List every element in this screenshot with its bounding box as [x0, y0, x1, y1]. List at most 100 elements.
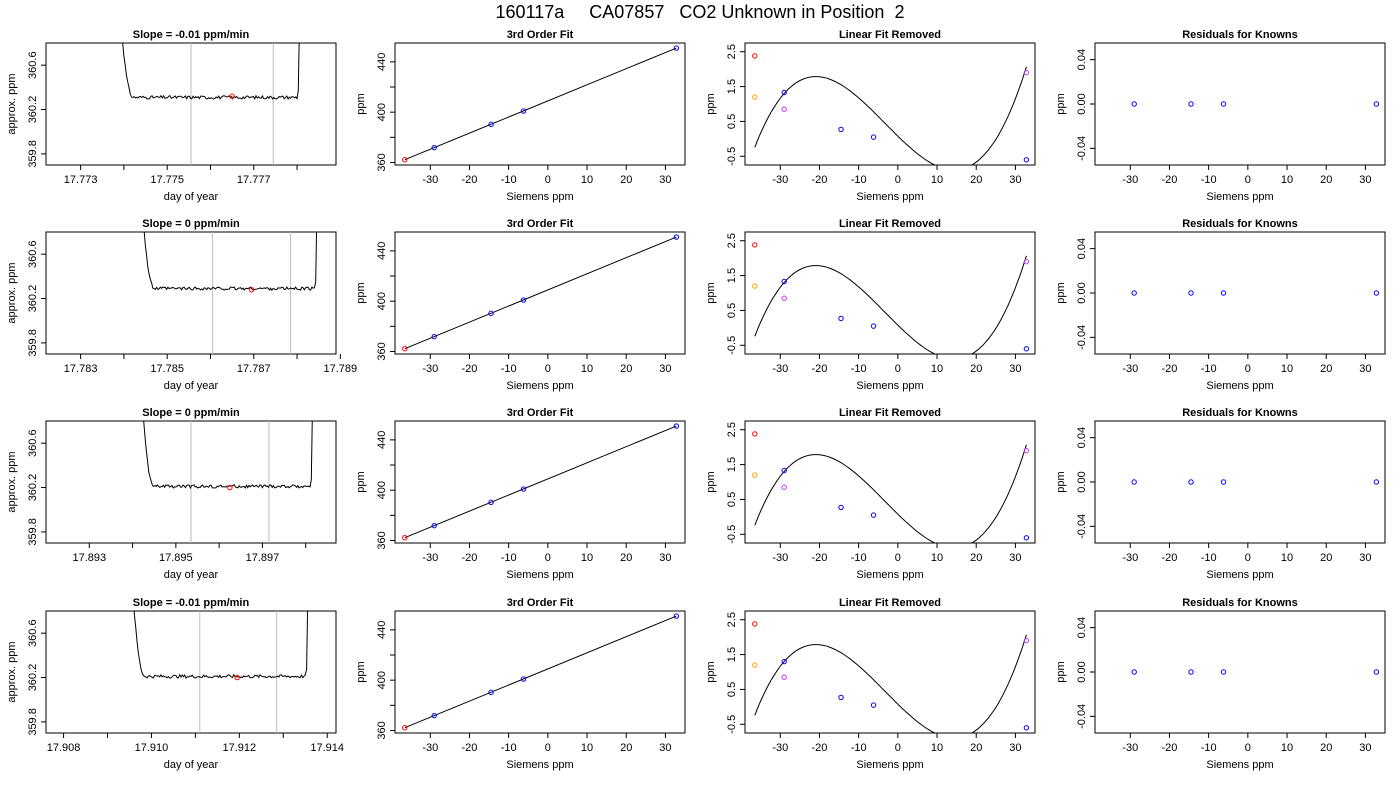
plot-frame	[744, 420, 1036, 544]
data-point	[488, 310, 494, 317]
x-tick-label: -30	[1122, 174, 1138, 186]
x-axis-label: Siemens ppm	[506, 380, 573, 392]
panel-r2-c4: Residuals for Knowns Siemens ppm ppm -30 -20…	[1055, 218, 1386, 392]
panel-title: 3rd Order Fit	[507, 407, 574, 419]
data-point	[1188, 290, 1194, 296]
x-tick-label: -20	[1162, 552, 1178, 564]
y-tick-label: 1.5	[726, 79, 738, 94]
fit-curve	[754, 66, 1027, 165]
y-tick-label: 0.04	[1076, 49, 1088, 70]
x-axis-label: Siemens ppm	[856, 191, 923, 203]
x-tick-label: -20	[462, 363, 478, 375]
x-tick-label: -30	[422, 363, 438, 375]
fit-curve	[754, 255, 1027, 354]
analyzer-trace	[143, 421, 313, 490]
x-tick-label: 0	[895, 552, 901, 564]
panel-title: Slope = -0.01 ppm/min	[133, 29, 250, 41]
y-axis-label: ppm	[355, 471, 367, 492]
y-axis-label: approx. ppm	[6, 641, 18, 702]
data-region	[1131, 101, 1380, 107]
x-tick-label: -10	[851, 174, 867, 186]
x-axis-label: Siemens ppm	[506, 569, 573, 581]
x-tick-label: 10	[581, 174, 593, 186]
x-tick-label: -20	[1162, 174, 1178, 186]
y-tick-label: 0.5	[726, 492, 738, 507]
data-point	[673, 423, 680, 429]
x-axis-label: Siemens ppm	[856, 380, 923, 392]
data-point	[1188, 669, 1194, 675]
y-axis-label: ppm	[705, 471, 717, 492]
x-tick-label: 0	[1245, 174, 1251, 186]
data-region	[402, 423, 680, 541]
y-axis-label: ppm	[355, 282, 367, 303]
data-region	[752, 431, 1030, 543]
y-axis-label: ppm	[1055, 661, 1067, 682]
data-point	[870, 323, 877, 329]
x-axis-label: day of year	[164, 759, 219, 771]
plot-frame	[1094, 231, 1386, 355]
data-point	[1220, 290, 1227, 296]
x-tick-label: 20	[970, 363, 982, 375]
x-tick-label: -30	[772, 174, 788, 186]
x-tick-label: -20	[1162, 742, 1178, 754]
y-tick-label: 360.6	[27, 240, 39, 268]
data-region	[402, 613, 680, 731]
y-tick-label: 2.5	[726, 422, 738, 437]
panel-r4-c1: Slope = -0.01 ppm/min day of year approx. …	[6, 597, 344, 771]
data-point	[1131, 290, 1137, 296]
data-point	[1220, 669, 1227, 675]
y-tick-label: -0.5	[726, 336, 738, 355]
x-axis-label: day of year	[164, 380, 219, 392]
panel-r2-c2: 3rd Order Fit Siemens ppm ppm -30 -20 -10 0 10 2…	[355, 218, 686, 392]
x-axis-label: Siemens ppm	[856, 569, 923, 581]
x-tick-label: 17.783	[64, 363, 98, 375]
x-tick-label: 17.910	[135, 742, 169, 754]
x-tick-label: -30	[772, 363, 788, 375]
x-tick-label: 30	[1009, 742, 1021, 754]
y-tick-label: 359.8	[27, 708, 39, 736]
y-tick-label: 440	[376, 431, 388, 449]
data-point	[781, 295, 787, 301]
data-point	[1023, 725, 1030, 731]
x-tick-label: 30	[1359, 363, 1371, 375]
x-tick-label: 20	[620, 742, 632, 754]
panel-title: 3rd Order Fit	[507, 597, 574, 609]
data-point	[870, 702, 877, 708]
y-tick-label: 440	[376, 621, 388, 639]
y-tick-label: 2.5	[726, 233, 738, 248]
x-tick-label: 0	[545, 363, 551, 375]
data-point	[1188, 101, 1194, 107]
data-point	[781, 484, 787, 490]
data-point	[1188, 479, 1194, 485]
x-tick-label: 0	[1245, 552, 1251, 564]
y-axis-label: approx. ppm	[6, 73, 18, 134]
data-point	[1023, 258, 1030, 265]
x-tick-label: 17.773	[64, 174, 98, 186]
plot-frame	[1094, 420, 1386, 544]
x-tick-label: -10	[501, 363, 517, 375]
x-tick-label: 20	[1320, 174, 1332, 186]
data-point	[1220, 479, 1227, 485]
x-axis-label: Siemens ppm	[506, 191, 573, 203]
x-axis-label: day of year	[164, 569, 219, 581]
data-region	[752, 53, 1030, 165]
x-tick-label: -20	[1162, 363, 1178, 375]
y-tick-label: 359.8	[27, 329, 39, 357]
x-tick-label: 0	[895, 174, 901, 186]
analyzer-trace	[143, 232, 318, 292]
y-tick-label: 0.5	[726, 303, 738, 318]
panel-title: Slope = 0 ppm/min	[142, 407, 240, 419]
x-tick-label: 30	[659, 174, 671, 186]
y-tick-label: 1.5	[726, 268, 738, 283]
x-tick-label: 20	[1320, 742, 1332, 754]
plot-frame	[744, 231, 1036, 355]
panel-r2-c1: Slope = 0 ppm/min day of year approx. ppm 1…	[6, 218, 357, 392]
y-tick-label: 0.04	[1076, 427, 1088, 448]
x-tick-label: -10	[1201, 742, 1217, 754]
x-tick-label: -10	[1201, 552, 1217, 564]
data-point	[402, 535, 408, 541]
x-tick-label: -10	[851, 363, 867, 375]
x-tick-label: 17.912	[223, 742, 257, 754]
data-point	[752, 94, 758, 100]
